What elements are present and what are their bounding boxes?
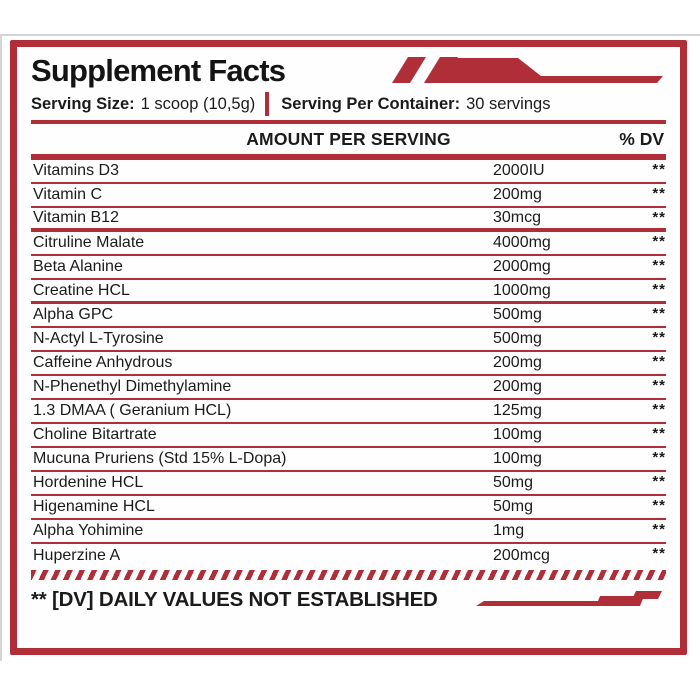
ingredient-amount: 1000mg [493, 281, 551, 299]
ingredient-row: N-Phenethyl Dimethylamine 200mg ** [31, 376, 666, 400]
ingredient-name: Creatine HCL [33, 281, 130, 299]
ingredient-amount: 1mg [493, 522, 525, 539]
ingredient-row: Higenamine HCL 50mg ** [31, 496, 666, 520]
ingredient-amount: 4000mg [493, 234, 551, 251]
ingredient-dv: ** [652, 497, 666, 514]
ingredient-amount: 500mg [493, 306, 542, 323]
ingredient-row: Vitamins D3 2000IU ** [31, 160, 666, 184]
ingredient-amount: 200mg [493, 186, 542, 203]
photo-edge-line-left [0, 34, 2, 661]
title-row: Supplement Facts [31, 54, 666, 91]
ingredient-dv: ** [652, 521, 666, 538]
ingredient-dv: ** [652, 425, 666, 442]
label-title: Supplement Facts [31, 53, 286, 88]
ingredient-row: Citruline Malate 4000mg ** [31, 232, 666, 256]
ingredient-amount: 50mg [493, 498, 534, 515]
ingredient-row: Vitamin B12 30mcg ** [31, 208, 666, 232]
ingredient-row: Creatine HCL 1000mg ** [31, 280, 666, 304]
ingredient-amount: 125mg [493, 402, 542, 419]
ingredient-row: Huperzine A 200mcg ** [31, 544, 666, 568]
photo-edge-line-top [0, 34, 700, 36]
ingredient-amount: 100mg [493, 426, 542, 443]
ingredient-dv: ** [652, 473, 666, 490]
ingredient-name: Alpha GPC [33, 306, 114, 323]
ingredient-name: 1.3 DMAA ( Geranium HCL) [33, 402, 232, 419]
supplement-facts-label: Supplement Facts Serving Size: 1 scoop (… [10, 40, 687, 655]
ingredient-amount: 500mg [493, 330, 542, 347]
ingredient-row: N-Actyl L-Tyrosine 500mg ** [31, 328, 666, 352]
footer-row: ** [DV] DAILY VALUES NOT ESTABLISHED [31, 586, 666, 614]
ingredient-amount: 200mcg [493, 547, 550, 564]
ingredient-dv: ** [652, 401, 666, 418]
ingredient-amount: 200mg [493, 378, 542, 395]
ingredient-dv: ** [652, 329, 666, 346]
ingredient-name: Alpha Yohimine [33, 522, 144, 539]
table-header-row: AMOUNT PER SERVING % DV [31, 124, 666, 154]
ingredient-row: Mucuna Pruriens (Std 15% L-Dopa) 100mg *… [31, 448, 666, 472]
ingredient-row: Alpha GPC 500mg ** [31, 304, 666, 328]
ingredient-dv: ** [652, 257, 666, 274]
ingredient-amount: 50mg [493, 474, 534, 491]
serving-divider-bar [265, 92, 270, 116]
ingredient-dv: ** [652, 305, 666, 322]
ingredient-amount: 2000IU [493, 162, 545, 179]
ingredient-dv: ** [652, 353, 666, 370]
ingredient-name: Vitamin C [33, 186, 103, 203]
ingredient-dv: ** [652, 281, 666, 298]
ingredient-name: Huperzine A [33, 547, 121, 564]
ingredient-dv: ** [652, 233, 666, 250]
ingredient-name: Citruline Malate [33, 234, 145, 251]
ingredient-dv: ** [652, 161, 666, 178]
ingredient-row: Choline Bitartrate 100mg ** [31, 424, 666, 448]
ingredient-name: N-Actyl L-Tyrosine [33, 330, 164, 347]
ingredient-name: Hordenine HCL [33, 474, 144, 491]
speed-stripes-icon [392, 57, 663, 83]
daily-values-footnote: ** [DV] DAILY VALUES NOT ESTABLISHED [31, 588, 438, 611]
rule-under-serving [31, 120, 666, 124]
ingredient-row: Vitamin C 200mg ** [31, 184, 666, 208]
rule-under-header [31, 154, 666, 160]
ingredient-amount: 200mg [493, 354, 542, 371]
ingredient-row: 1.3 DMAA ( Geranium HCL) 125mg ** [31, 400, 666, 424]
ingredient-amount: 100mg [493, 450, 542, 467]
step-ribbon-icon [476, 591, 662, 606]
amount-per-serving-header: AMOUNT PER SERVING [246, 129, 451, 149]
percent-dv-header: % DV [619, 129, 664, 149]
ingredient-table: Vitamins D3 2000IU ** Vitamin C 200mg **… [31, 160, 666, 568]
ingredient-amount: 2000mg [493, 258, 551, 275]
ingredient-name: N-Phenethyl Dimethylamine [33, 378, 232, 395]
ingredient-amount: 30mcg [493, 209, 542, 226]
ingredient-row: Caffeine Anhydrous 200mg ** [31, 352, 666, 376]
serving-size-label: Serving Size: [31, 94, 135, 113]
serving-size-value: 1 scoop (10,5g) [140, 94, 256, 113]
ingredient-row: Alpha Yohimine 1mg ** [31, 520, 666, 544]
ingredient-dv: ** [652, 545, 666, 562]
servings-per-container-value: 30 servings [466, 94, 551, 113]
ingredient-dv: ** [652, 449, 666, 466]
ingredient-dv: ** [652, 209, 666, 226]
ingredient-row: Beta Alanine 2000mg ** [31, 256, 666, 280]
ingredient-name: Beta Alanine [33, 258, 123, 275]
servings-per-container-label: Serving Per Container: [281, 94, 461, 113]
ingredient-name: Vitamin B12 [33, 209, 119, 226]
ingredient-name: Vitamins D3 [33, 162, 119, 179]
ingredient-name: Choline Bitartrate [33, 426, 157, 443]
ingredient-row: Hordenine HCL 50mg ** [31, 472, 666, 496]
ingredient-dv: ** [652, 185, 666, 202]
diagonal-stripes-divider [31, 570, 666, 580]
ingredient-name: Mucuna Pruriens (Std 15% L-Dopa) [33, 450, 287, 467]
serving-info-row: Serving Size: 1 scoop (10,5g) Serving Pe… [31, 91, 666, 117]
ingredient-name: Higenamine HCL [33, 498, 155, 515]
ingredient-name: Caffeine Anhydrous [33, 354, 173, 371]
ingredient-dv: ** [652, 377, 666, 394]
